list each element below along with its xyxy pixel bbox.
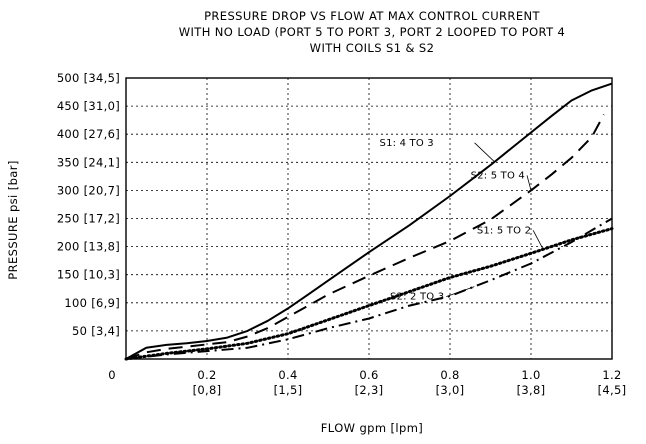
annotation-leader	[446, 286, 475, 297]
y-tick-label: 100 [6,9]	[64, 296, 120, 310]
annotations: S1: 4 TO 3 S2: 5 TO 4 S1: 5 TO 2 S2: 2 TO 3	[380, 138, 544, 303]
x-tick-sublabel: [3,8]	[517, 383, 546, 397]
annotation-leader	[532, 230, 544, 250]
annotation-leader	[474, 142, 495, 163]
x-tick-sublabel: [0,8]	[193, 383, 222, 397]
annotation-label: S1: 4 TO 3	[380, 138, 434, 149]
y-tick-label: 50 [3,4]	[72, 324, 120, 338]
series-line-s1-4-to-3	[125, 82, 613, 360]
series-line-s2-2-to-3	[125, 217, 613, 360]
x-tick-label: 0.4	[278, 368, 297, 382]
x-tick-label: 0.8	[440, 368, 459, 382]
y-tick-label: 150 [10,3]	[57, 268, 120, 282]
x-tick-labels: 0 0.2[0,8] 0.4[1,5] 0.6[2,3] 0.8[3,0] 1.0[3,8…	[108, 368, 626, 397]
annotation-label: S1: 5 TO 2	[477, 225, 531, 236]
annotation-label: S2: 5 TO 4	[471, 170, 525, 181]
y-tick-label: 300 [20,7]	[57, 183, 120, 197]
y-tick-label: 250 [17,2]	[57, 212, 120, 226]
x-tick-label: 0.2	[197, 368, 216, 382]
chart-title-line-1: PRESSURE DROP VS FLOW AT MAX CONTROL CUR…	[204, 9, 540, 23]
x-tick-sublabel: [3,0]	[436, 383, 465, 397]
y-tick-label: 500 [34,5]	[57, 71, 120, 85]
x-tick-sublabel: [1,5]	[274, 383, 303, 397]
chart-title-line-3: WITH COILS S1 & S2	[310, 41, 435, 55]
chart-title: PRESSURE DROP VS FLOW AT MAX CONTROL CUR…	[179, 9, 566, 55]
x-tick-label: 0.6	[359, 368, 378, 382]
x-tick-sublabel: [4,5]	[598, 383, 627, 397]
grid	[126, 78, 612, 359]
x-tick-label: 1.2	[602, 368, 621, 382]
y-tick-label: 450 [31,0]	[57, 99, 120, 113]
series-line-s2-5-to-4	[125, 114, 605, 360]
chart-title-line-2: WITH NO LOAD (PORT 5 TO PORT 3, PORT 2 L…	[179, 25, 566, 39]
x-tick-label: 1.0	[521, 368, 540, 382]
y-axis-label: PRESSURE psi [bar]	[6, 160, 20, 280]
series-layer	[124, 82, 614, 361]
series-line-s1-5-to-2	[124, 227, 614, 361]
annotation-leader	[526, 175, 532, 191]
y-tick-labels: 50 [3,4] 100 [6,9] 150 [10,3] 200 [13,8] 250…	[57, 71, 120, 338]
y-tick-label: 400 [27,6]	[57, 127, 120, 141]
x-axis-label: FLOW gpm [lpm]	[321, 421, 423, 435]
annotation-label: S2: 2 TO 3	[390, 292, 444, 303]
x-tick-label: 0	[108, 368, 116, 382]
x-tick-sublabel: [2,3]	[355, 383, 384, 397]
y-tick-label: 200 [13,8]	[57, 240, 120, 254]
y-tick-label: 350 [24,1]	[57, 155, 120, 169]
